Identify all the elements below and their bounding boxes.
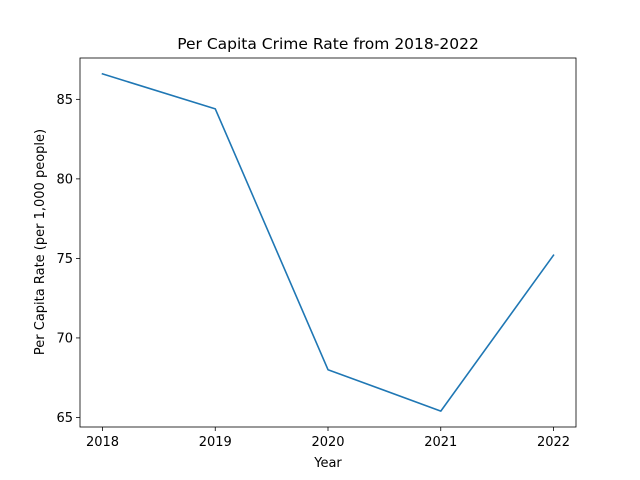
y-tick-label: 85 — [56, 93, 73, 108]
x-tick-label: 2020 — [311, 435, 344, 450]
y-tick-label: 80 — [56, 172, 73, 187]
plot-frame — [79, 57, 577, 428]
x-tick-label: 2022 — [537, 435, 570, 450]
chart-title: Per Capita Crime Rate from 2018-2022 — [177, 35, 479, 53]
y-tick-label: 75 — [56, 252, 73, 267]
x-tick-label: 2019 — [199, 435, 232, 450]
y-axis-label: Per Capita Rate (per 1,000 people) — [33, 129, 48, 355]
y-axis: 65 70 75 80 85 — [56, 93, 80, 426]
x-axis: 2018 2019 2020 2021 2022 — [86, 427, 570, 450]
x-tick-label: 2021 — [424, 435, 457, 450]
x-tick-label: 2018 — [86, 435, 119, 450]
y-tick-label: 70 — [56, 331, 73, 346]
series-line — [101, 72, 555, 412]
x-axis-label: Year — [313, 456, 342, 471]
y-tick-label: 65 — [56, 411, 73, 426]
